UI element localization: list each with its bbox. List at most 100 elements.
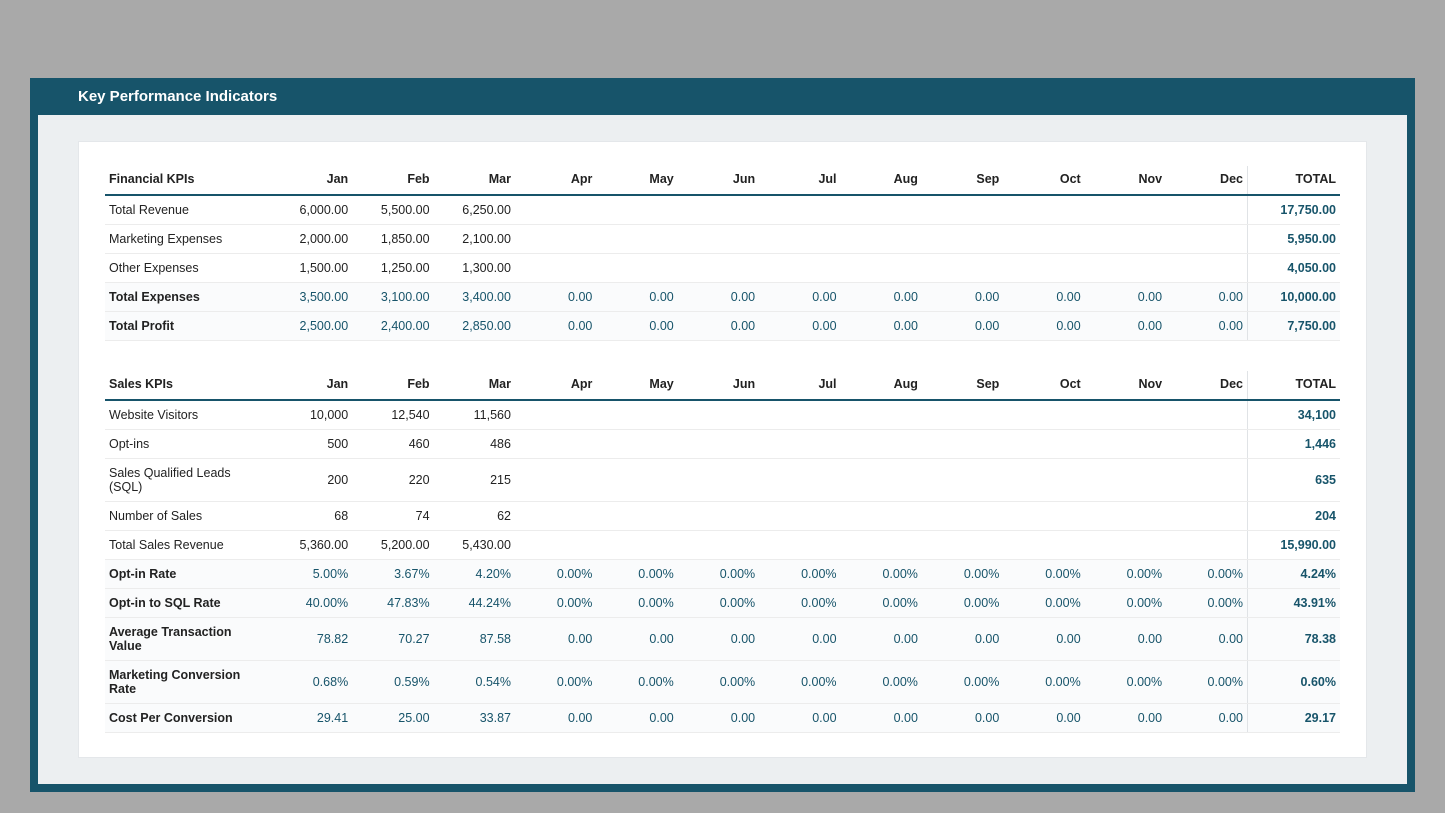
cell-value: [1166, 429, 1247, 458]
cell-value: 0.00: [596, 283, 677, 312]
cell-value: 0.00: [596, 703, 677, 732]
cell-value: 0.00: [1085, 312, 1166, 341]
month-header: Jan: [271, 166, 352, 195]
cell-value: 0.00: [1003, 617, 1084, 660]
cell-value: 87.58: [434, 617, 515, 660]
cell-value: 0.00: [922, 283, 1003, 312]
cell-value: 5.00%: [271, 559, 352, 588]
cell-value: 220: [352, 458, 433, 501]
month-header: Jul: [759, 371, 840, 400]
cell-value: [922, 530, 1003, 559]
cell-value: [759, 225, 840, 254]
cell-value: 1,850.00: [352, 225, 433, 254]
month-header: Mar: [434, 166, 515, 195]
cell-value: [759, 195, 840, 225]
cell-value: 0.00: [922, 312, 1003, 341]
cell-value: 0.00%: [515, 559, 596, 588]
row-label: Marketing Conversion Rate: [105, 660, 271, 703]
cell-value: [922, 195, 1003, 225]
section-header: Sales KPIs: [105, 371, 271, 400]
row-label: Average Transaction Value: [105, 617, 271, 660]
table-row: Opt-in to SQL Rate40.00%47.83%44.24%0.00…: [105, 588, 1340, 617]
cell-value: [1003, 530, 1084, 559]
table-row: Average Transaction Value78.8270.2787.58…: [105, 617, 1340, 660]
cell-value: [1085, 254, 1166, 283]
cell-value: 78.82: [271, 617, 352, 660]
table-row: Total Sales Revenue5,360.005,200.005,430…: [105, 530, 1340, 559]
cell-value: 0.00%: [759, 559, 840, 588]
cell-value: 0.00%: [1085, 588, 1166, 617]
month-header: Dec: [1166, 371, 1247, 400]
table-row: Sales Qualified Leads (SQL)200220215635: [105, 458, 1340, 501]
cell-value: 0.00: [841, 617, 922, 660]
cell-value: 0.00: [759, 703, 840, 732]
cell-value: 0.00%: [1166, 588, 1247, 617]
row-total: 635: [1247, 458, 1340, 501]
row-label: Number of Sales: [105, 501, 271, 530]
cell-value: 460: [352, 429, 433, 458]
cell-value: 6,000.00: [271, 195, 352, 225]
cell-value: [678, 195, 759, 225]
cell-value: [596, 225, 677, 254]
cell-value: 0.00: [1003, 703, 1084, 732]
cell-value: 0.00%: [1166, 660, 1247, 703]
cell-value: [678, 429, 759, 458]
cell-value: 1,300.00: [434, 254, 515, 283]
cell-value: [1003, 254, 1084, 283]
cell-value: 0.00: [841, 283, 922, 312]
row-label: Total Profit: [105, 312, 271, 341]
cell-value: [1003, 195, 1084, 225]
cell-value: 5,500.00: [352, 195, 433, 225]
cell-value: [1166, 400, 1247, 430]
cell-value: [1003, 429, 1084, 458]
table-row: Total Expenses3,500.003,100.003,400.000.…: [105, 283, 1340, 312]
month-header: Nov: [1085, 166, 1166, 195]
cell-value: [759, 254, 840, 283]
row-total: 43.91%: [1247, 588, 1340, 617]
cell-value: [515, 195, 596, 225]
cell-value: 0.00: [759, 283, 840, 312]
month-header: Nov: [1085, 371, 1166, 400]
cell-value: 33.87: [434, 703, 515, 732]
cell-value: [922, 225, 1003, 254]
cell-value: 0.00%: [1003, 559, 1084, 588]
cell-value: 0.00%: [1003, 588, 1084, 617]
cell-value: [596, 429, 677, 458]
month-header: Jun: [678, 371, 759, 400]
cell-value: 0.00: [841, 312, 922, 341]
cell-value: 2,400.00: [352, 312, 433, 341]
table-row: Marketing Expenses2,000.001,850.002,100.…: [105, 225, 1340, 254]
cell-value: 0.00%: [841, 660, 922, 703]
cell-value: 215: [434, 458, 515, 501]
table-row: Opt-ins5004604861,446: [105, 429, 1340, 458]
row-total: 17,750.00: [1247, 195, 1340, 225]
cell-value: 500: [271, 429, 352, 458]
cell-value: 29.41: [271, 703, 352, 732]
cell-value: 0.00: [515, 283, 596, 312]
cell-value: [515, 458, 596, 501]
cell-value: [515, 254, 596, 283]
cell-value: [1166, 195, 1247, 225]
cell-value: [1085, 400, 1166, 430]
cell-value: [678, 225, 759, 254]
cell-value: 0.00%: [841, 559, 922, 588]
cell-value: 47.83%: [352, 588, 433, 617]
cell-value: 2,000.00: [271, 225, 352, 254]
total-header: TOTAL: [1247, 166, 1340, 195]
cell-value: 0.00%: [596, 559, 677, 588]
section-spacer: [105, 341, 1340, 371]
cell-value: 0.00%: [922, 588, 1003, 617]
cell-value: 5,360.00: [271, 530, 352, 559]
month-header: Feb: [352, 371, 433, 400]
table-row: Cost Per Conversion29.4125.0033.870.000.…: [105, 703, 1340, 732]
total-header: TOTAL: [1247, 371, 1340, 400]
cell-value: 0.00: [515, 703, 596, 732]
row-label: Total Revenue: [105, 195, 271, 225]
month-header: Feb: [352, 166, 433, 195]
cell-value: 0.00%: [1003, 660, 1084, 703]
cell-value: 3,100.00: [352, 283, 433, 312]
cell-value: 1,500.00: [271, 254, 352, 283]
month-header: Mar: [434, 371, 515, 400]
cell-value: 68: [271, 501, 352, 530]
cell-value: [841, 429, 922, 458]
